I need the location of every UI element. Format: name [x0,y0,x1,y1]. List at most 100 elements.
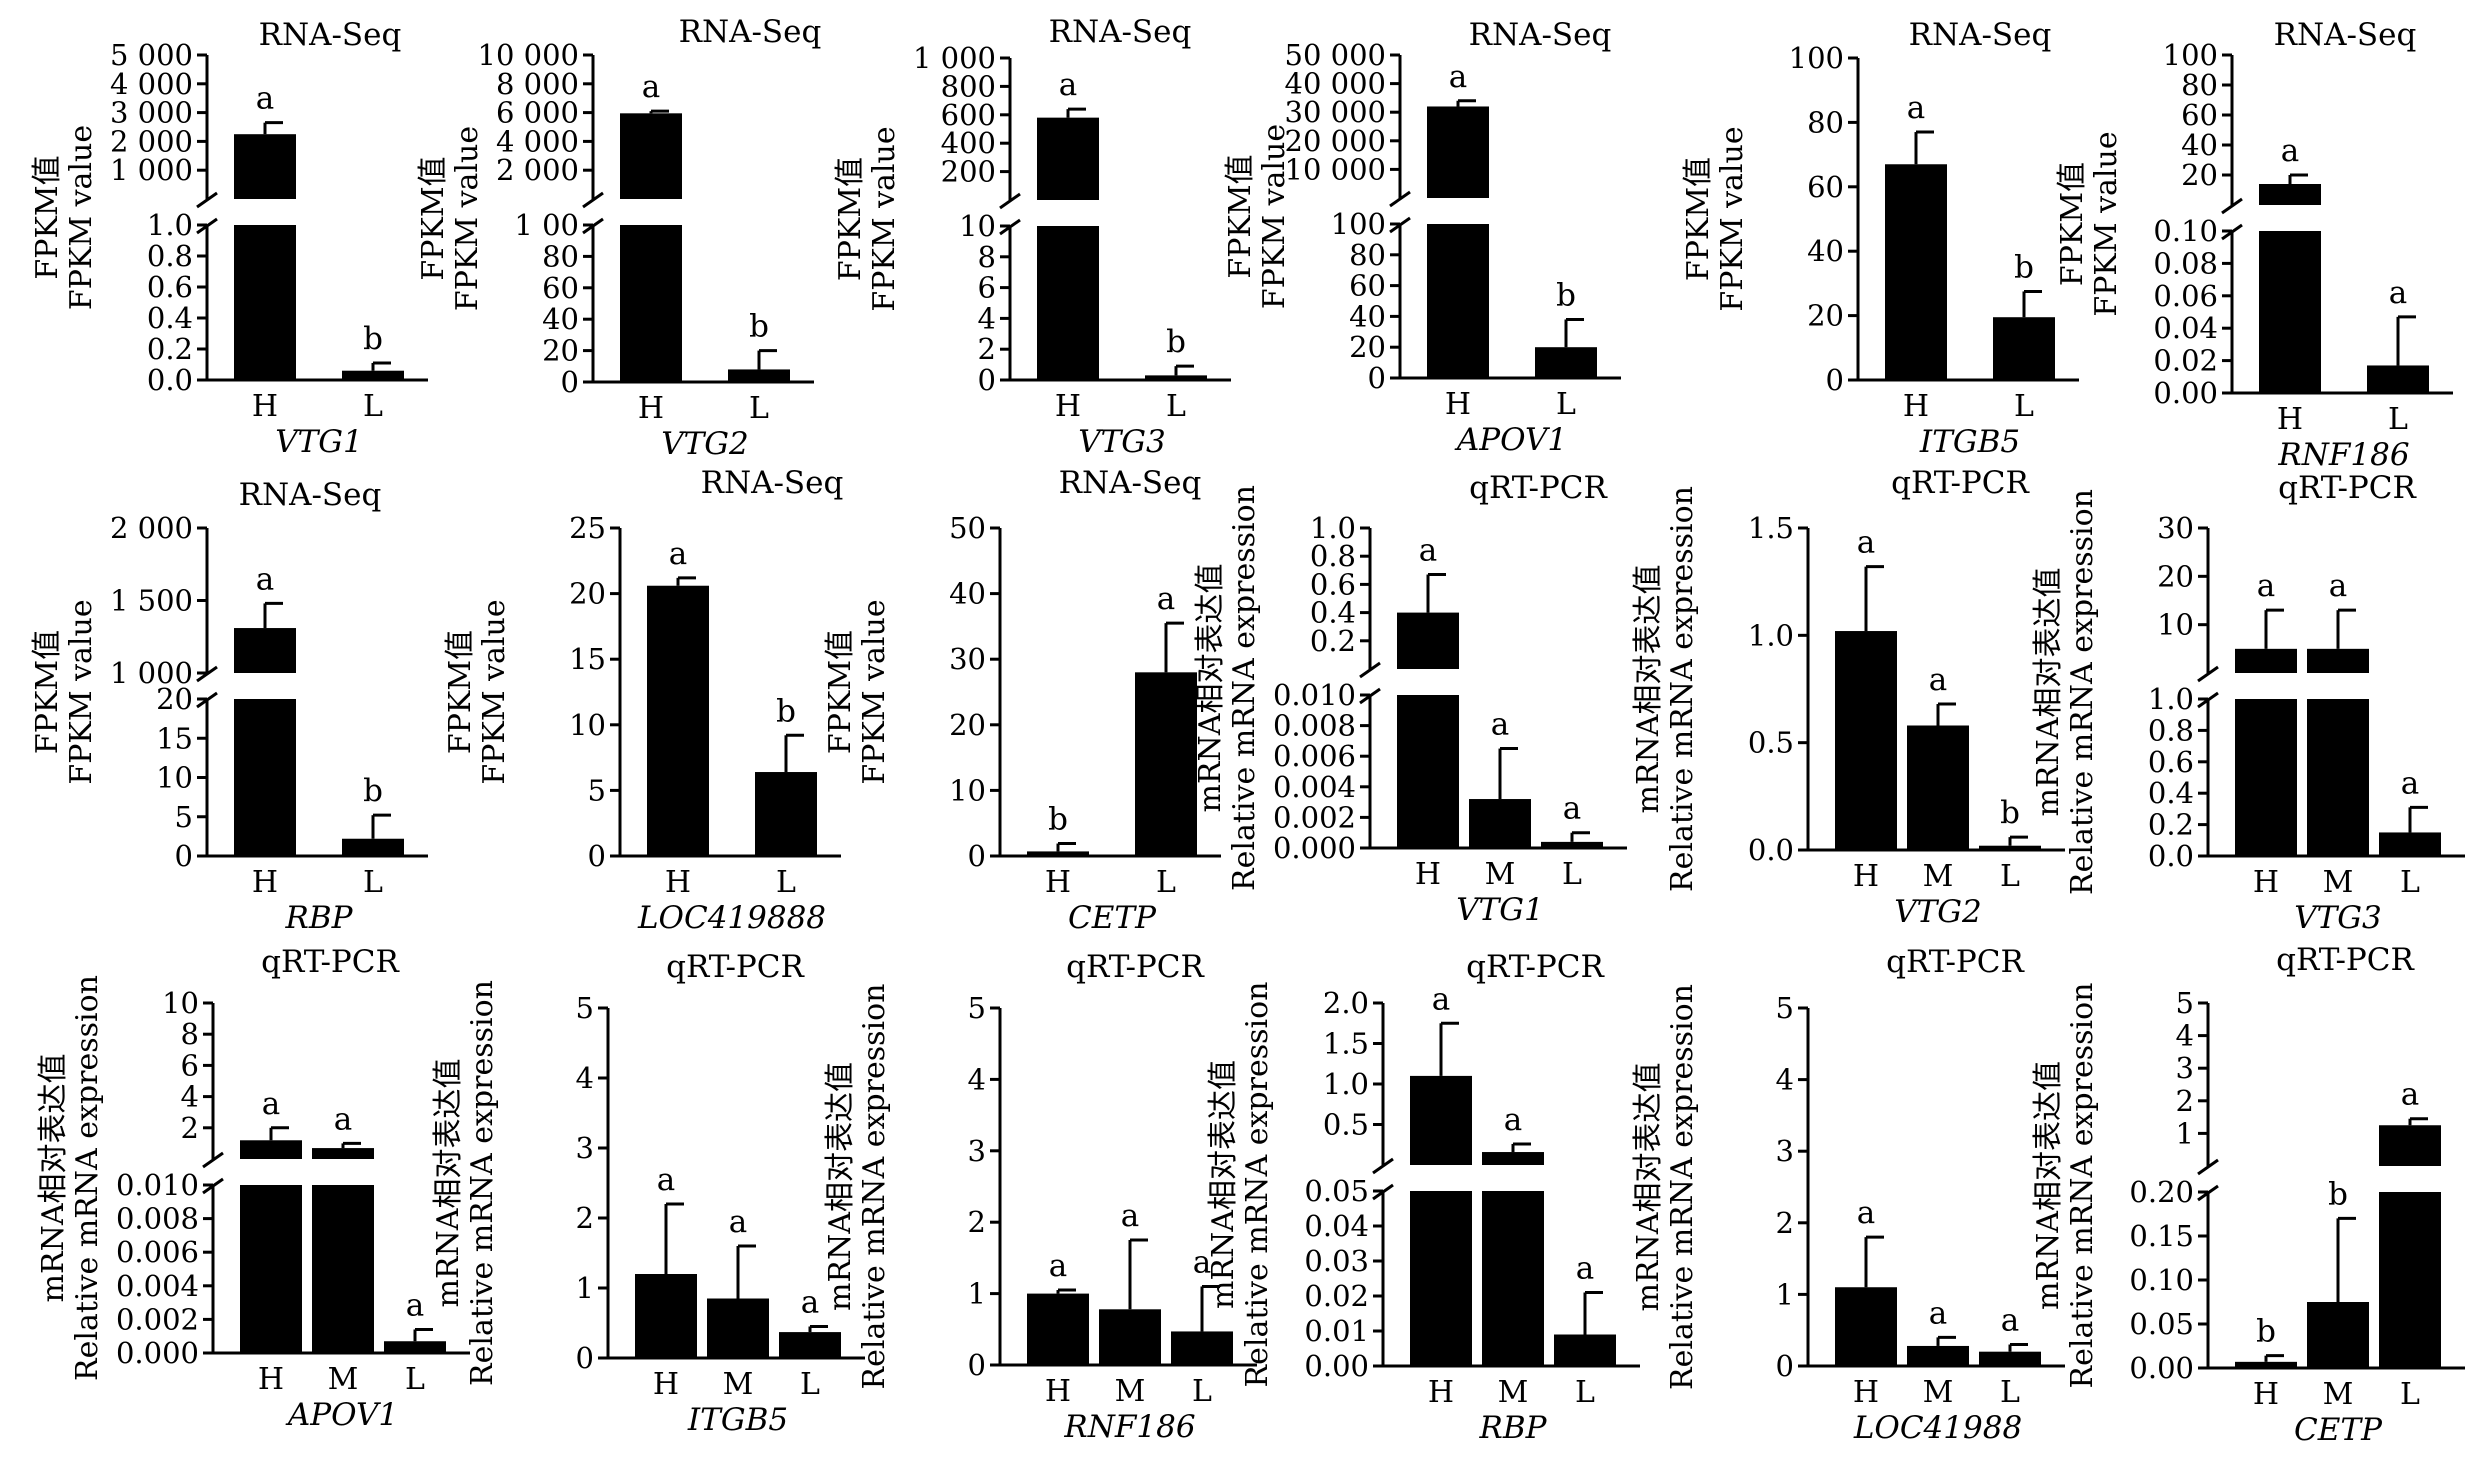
chart-title: qRT-PCR [1891,465,2030,501]
bar-upper [620,113,682,199]
bar [1410,1191,1472,1366]
bar [1554,1334,1616,1366]
chart-panel-rbp-qrt-pcr: qRT-PCR 0.5 1.0 1.5 2.0 0.000.010.020.030.040… [1206,949,1640,1446]
y-tick-label: 0.6 [2148,745,2194,779]
axis-break-mark [2197,1184,2219,1202]
bar [234,225,296,380]
bar-upper [1397,612,1459,669]
y-axis-label-cn: FPKM值 [1681,157,1716,281]
y-tick-label: 60 [1349,269,1386,303]
y-tick-label: 5 [2176,986,2194,1020]
axis-break-mark [196,665,218,683]
bar-upper [2235,648,2297,673]
y-tick-label: 400 [941,126,996,160]
bar [2235,1361,2297,1368]
y-axis-label-cn: mRNA相对表达值 [1193,564,1228,813]
gene-name: ITGB5 [1919,424,2020,460]
y-tick-label: 0.10 [2153,214,2218,248]
x-tick-label: M [1498,1375,1529,1410]
y-tick-label: 0.05 [2129,1307,2194,1341]
bar-upper [234,134,296,199]
chart-panel-vtg1-qrt-pcr: qRT-PCR0.20.40.60.81.00.0000.0020.0040.0… [1193,470,1627,928]
gene-name: VTG3 [2294,900,2382,936]
x-tick-label: L [363,389,383,424]
gene-name: LOC41988 [1853,1410,2022,1446]
y-tick-label: 0.008 [1273,709,1356,743]
y-axis-label-en: Relative mRNA expression [2065,489,2100,895]
axis-break-mark [2197,665,2219,683]
x-tick-label: H [252,865,278,900]
y-axis-label-cn: FPKM值 [30,630,65,754]
y-tick-label: 1 500 [110,584,193,618]
significance-letter: b [2000,795,2020,831]
x-tick-label: L [1166,389,1186,424]
significance-letter: b [2256,1314,2276,1350]
x-tick-label: L [1156,865,1176,900]
significance-letter: b [2328,1176,2348,1212]
y-axis-label-en: FPKM value [867,126,902,311]
gene-name: VTG2 [1894,894,1982,930]
gene-name: VTG2 [661,426,749,462]
y-tick-label: 0.02 [2153,344,2218,378]
y-axis-label-en: Relative mRNA expression [2065,983,2100,1389]
gene-name: VTG3 [1078,424,1166,460]
chart-panel-cetp-qrt-pcr: qRT-PCR123450.000.050.100.150.20bHbMaLCE… [2031,942,2465,1448]
significance-letter: a [1491,707,1509,743]
y-tick-label: 10 000 [1285,152,1386,186]
axis-break-mark [1372,1157,1394,1175]
axis-break-mark [196,691,218,709]
y-tick-label: 2 000 [110,511,193,545]
bar [728,369,790,382]
y-tick-label: 4 [978,301,996,335]
y-tick-label: 1.0 [1748,618,1794,652]
y-tick-label: 0.000 [116,1336,199,1370]
axis-break-mark [1372,1183,1394,1201]
y-tick-label: 5 [1776,991,1794,1025]
significance-letter: b [776,693,796,729]
bar [1469,799,1531,848]
bar [1482,1191,1544,1366]
y-tick-label: 60 [542,271,579,305]
bar [1979,1351,2041,1366]
chart-panel-vtg3-qrt-pcr: qRT-PCR 10 20 30 0.00.20.40.60.81.0 a Ha Ma L VTG… [2031,470,2465,936]
x-tick-label: L [749,391,769,426]
y-tick-label: 2 [968,1205,986,1239]
y-tick-label: 30 000 [1285,95,1386,129]
x-tick-label: M [1923,1375,1954,1410]
y-tick-label: 1.0 [2148,682,2194,716]
x-tick-label: L [2388,402,2408,437]
bar [1037,226,1099,380]
y-axis-label-en: Relative mRNA expression [465,980,500,1386]
y-axis-label-cn: mRNA相对表达值 [431,1059,466,1308]
y-tick-label: 20 [2157,559,2194,593]
y-tick-label: 0.0 [1748,833,1794,867]
x-tick-label: L [2014,389,2034,424]
bar [312,1185,374,1353]
y-tick-label: 5 [588,773,606,807]
y-tick-label: 60 [2181,98,2218,132]
chart-title: qRT-PCR [1469,470,1608,506]
y-tick-label: 40 000 [1285,67,1386,101]
gene-name: APOV1 [1454,422,1567,458]
y-tick-label: 1 [1776,1277,1794,1311]
x-tick-label: H [1045,865,1071,900]
x-tick-label: L [2000,1375,2020,1410]
y-tick-label: 25 [569,511,606,545]
x-tick-label: H [665,865,691,900]
x-tick-label: L [2400,865,2420,900]
y-tick-label: 0.004 [1273,770,1356,804]
y-tick-label: 20 [569,577,606,611]
chart-title: qRT-PCR [666,949,805,985]
y-axis-label-en: FPKM value [64,599,99,784]
y-tick-label: 1.0 [1323,1067,1369,1101]
y-tick-label: 0.4 [2148,776,2194,810]
y-axis-label-en: FPKM value [1715,126,1750,311]
y-tick-label: 100 [2163,38,2218,72]
y-tick-label: 0.5 [1323,1108,1369,1142]
bar [1835,1287,1897,1366]
